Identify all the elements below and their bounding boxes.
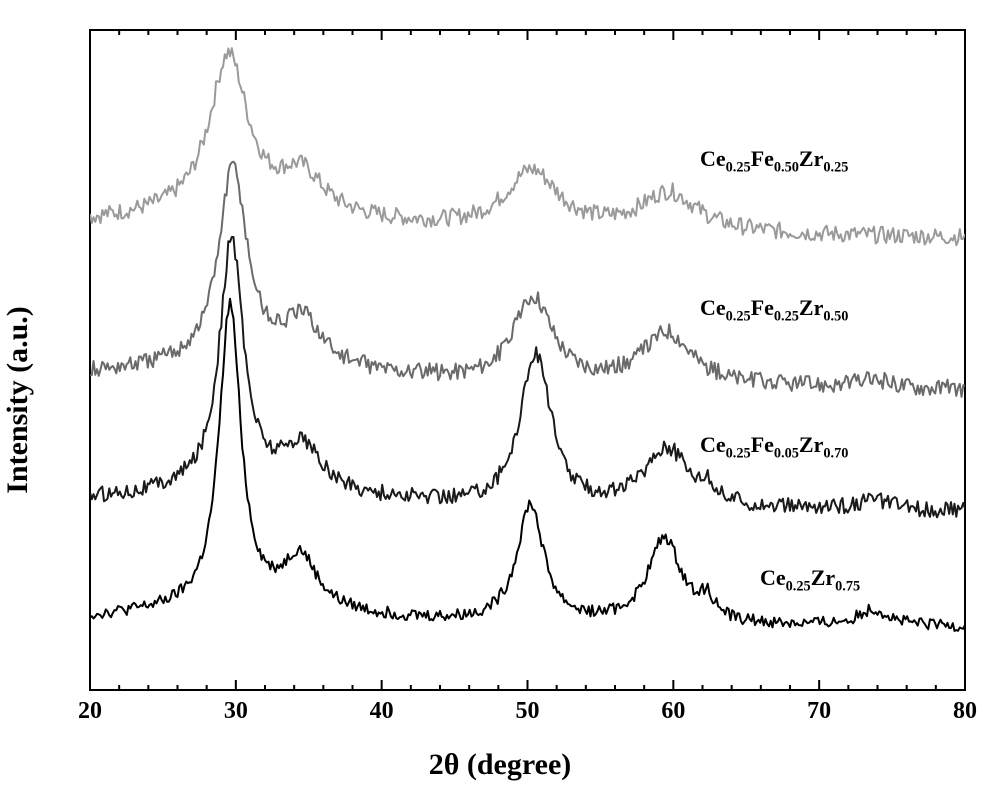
x-tick-label: 80 [953,698,977,725]
series-label-Ce0.25Fe0.25Zr0.50: Ce0.25Fe0.25Zr0.50 [700,295,848,325]
plot-svg [0,0,1000,800]
series-label-Ce0.25Fe0.05Zr0.70: Ce0.25Fe0.05Zr0.70 [700,432,848,462]
series-label-Ce0.25Fe0.50Zr0.25: Ce0.25Fe0.50Zr0.25 [700,146,848,176]
x-axis-label: 2θ (degree) [429,748,572,782]
x-tick-label: 60 [661,698,685,725]
xrd-chart: Intensity (a.u.) 2θ (degree) Ce0.25Zr0.7… [0,0,1000,800]
x-tick-label: 50 [516,698,540,725]
x-tick-label: 40 [370,698,394,725]
xrd-series-Ce0.25Fe0.05Zr0.70 [90,237,965,517]
x-tick-label: 70 [807,698,831,725]
xrd-series-Ce0.25Fe0.25Zr0.50 [90,162,965,397]
y-axis-label: Intensity (a.u.) [1,306,35,494]
series-label-Ce0.25Zr0.75: Ce0.25Zr0.75 [760,565,860,595]
x-tick-label: 30 [224,698,248,725]
x-tick-label: 20 [78,698,102,725]
